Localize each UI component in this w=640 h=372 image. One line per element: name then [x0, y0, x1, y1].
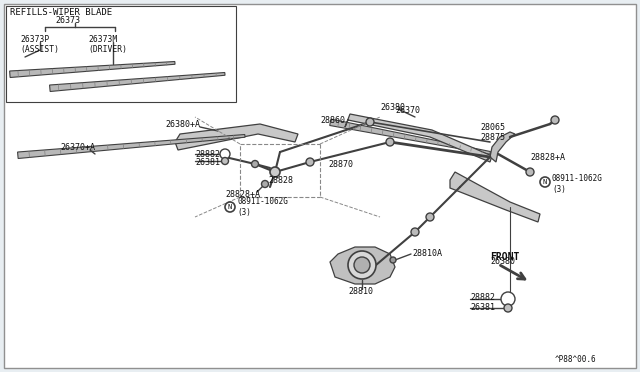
Circle shape — [526, 168, 534, 176]
Polygon shape — [450, 172, 540, 222]
Text: 26380: 26380 — [490, 257, 515, 266]
Text: 26381: 26381 — [470, 304, 495, 312]
Text: 08911-1062G
(3): 08911-1062G (3) — [237, 197, 288, 217]
Text: N: N — [543, 179, 547, 185]
Circle shape — [306, 158, 314, 166]
Text: REFILLS-WIPER BLADE: REFILLS-WIPER BLADE — [10, 7, 112, 16]
Text: 28065: 28065 — [480, 122, 505, 131]
Circle shape — [390, 257, 396, 263]
Text: 26370+A: 26370+A — [60, 142, 95, 151]
Circle shape — [252, 160, 259, 167]
Polygon shape — [330, 247, 395, 284]
Text: 26380+A: 26380+A — [165, 119, 200, 128]
Circle shape — [366, 118, 374, 126]
Text: 26370: 26370 — [395, 106, 420, 115]
Polygon shape — [345, 114, 492, 162]
Polygon shape — [490, 132, 515, 162]
Circle shape — [220, 149, 230, 159]
Circle shape — [262, 180, 269, 187]
Text: 28828+A: 28828+A — [225, 189, 260, 199]
Text: 28882: 28882 — [195, 150, 220, 158]
Polygon shape — [175, 124, 298, 150]
Text: 28810A: 28810A — [412, 250, 442, 259]
Circle shape — [221, 157, 228, 164]
Circle shape — [551, 116, 559, 124]
Circle shape — [426, 213, 434, 221]
Circle shape — [540, 177, 550, 187]
Text: 26380: 26380 — [380, 103, 405, 112]
Text: 28882: 28882 — [470, 294, 495, 302]
Text: 26373P
(ASSIST): 26373P (ASSIST) — [20, 35, 59, 54]
Circle shape — [411, 228, 419, 236]
Text: 08911-1062G
(3): 08911-1062G (3) — [552, 174, 603, 194]
Bar — [6, 6, 236, 102]
Circle shape — [386, 138, 394, 146]
Circle shape — [348, 251, 376, 279]
Circle shape — [354, 257, 370, 273]
Text: 28810: 28810 — [348, 288, 373, 296]
Circle shape — [501, 292, 515, 306]
Text: 26373: 26373 — [55, 16, 80, 25]
Circle shape — [225, 202, 235, 212]
Circle shape — [504, 304, 512, 312]
Circle shape — [270, 167, 280, 177]
Text: N: N — [228, 204, 232, 210]
Text: 28828+A: 28828+A — [530, 153, 565, 161]
Polygon shape — [49, 73, 225, 92]
Polygon shape — [330, 119, 490, 154]
Text: 28860: 28860 — [320, 115, 345, 125]
Text: FRONT: FRONT — [490, 252, 520, 262]
Text: 28828: 28828 — [268, 176, 293, 185]
Polygon shape — [17, 135, 245, 158]
Text: 28870: 28870 — [328, 160, 353, 169]
Text: 26381: 26381 — [195, 157, 220, 167]
Text: ^P88^00.6: ^P88^00.6 — [555, 356, 596, 365]
Polygon shape — [10, 61, 175, 77]
Text: 28875: 28875 — [480, 132, 505, 141]
Text: 26373M
(DRIVER): 26373M (DRIVER) — [88, 35, 127, 54]
